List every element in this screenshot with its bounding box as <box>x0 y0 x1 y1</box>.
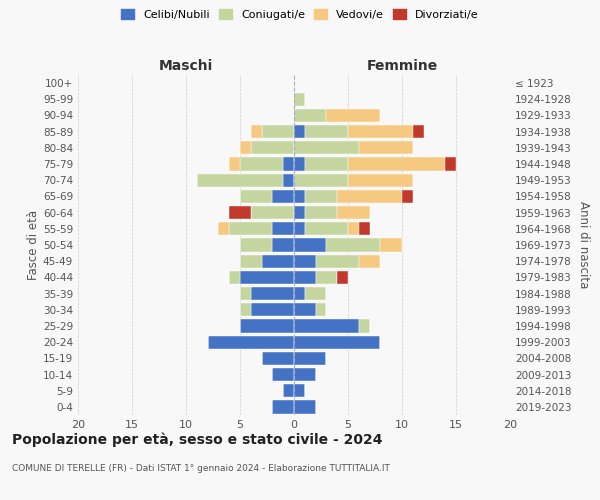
Bar <box>262 254 294 268</box>
Bar <box>337 206 370 220</box>
Bar <box>294 92 305 106</box>
Bar <box>251 206 294 220</box>
Bar <box>337 270 348 284</box>
Bar <box>240 190 272 203</box>
Bar <box>197 174 283 187</box>
Bar <box>229 222 272 235</box>
Bar <box>240 287 251 300</box>
Bar <box>229 206 251 220</box>
Bar <box>316 303 326 316</box>
Bar <box>283 158 294 170</box>
Bar <box>294 352 326 365</box>
Bar <box>402 190 413 203</box>
Bar <box>272 190 294 203</box>
Bar <box>272 222 294 235</box>
Bar <box>326 109 380 122</box>
Bar <box>348 158 445 170</box>
Bar <box>272 400 294 413</box>
Bar <box>316 270 337 284</box>
Bar <box>229 158 240 170</box>
Bar <box>294 320 359 332</box>
Bar <box>240 158 283 170</box>
Bar <box>337 190 402 203</box>
Bar <box>251 303 294 316</box>
Y-axis label: Anni di nascita: Anni di nascita <box>577 202 590 288</box>
Bar <box>240 254 262 268</box>
Bar <box>240 141 251 154</box>
Bar <box>262 125 294 138</box>
Bar <box>294 174 348 187</box>
Bar <box>413 125 424 138</box>
Bar <box>326 238 380 252</box>
Bar <box>294 287 305 300</box>
Bar <box>305 125 348 138</box>
Bar <box>251 125 262 138</box>
Bar <box>305 222 348 235</box>
Bar <box>380 238 402 252</box>
Bar <box>294 109 326 122</box>
Bar <box>272 238 294 252</box>
Bar <box>359 320 370 332</box>
Bar <box>294 238 326 252</box>
Bar <box>240 238 272 252</box>
Y-axis label: Fasce di età: Fasce di età <box>27 210 40 280</box>
Bar <box>294 125 305 138</box>
Bar <box>294 368 316 381</box>
Bar <box>240 303 251 316</box>
Bar <box>262 352 294 365</box>
Bar <box>294 158 305 170</box>
Bar <box>305 158 348 170</box>
Bar <box>348 222 359 235</box>
Bar <box>294 336 380 349</box>
Bar <box>218 222 229 235</box>
Bar <box>305 190 337 203</box>
Legend: Celibi/Nubili, Coniugati/e, Vedovi/e, Divorziati/e: Celibi/Nubili, Coniugati/e, Vedovi/e, Di… <box>118 6 482 23</box>
Bar <box>348 174 413 187</box>
Bar <box>294 400 316 413</box>
Bar <box>294 270 316 284</box>
Bar <box>251 141 294 154</box>
Bar <box>348 125 413 138</box>
Text: Popolazione per età, sesso e stato civile - 2024: Popolazione per età, sesso e stato civil… <box>12 432 383 447</box>
Bar <box>294 303 316 316</box>
Bar <box>294 206 305 220</box>
Bar <box>283 174 294 187</box>
Bar <box>294 254 316 268</box>
Bar <box>240 320 294 332</box>
Bar <box>294 190 305 203</box>
Text: Maschi: Maschi <box>159 58 213 72</box>
Text: COMUNE DI TERELLE (FR) - Dati ISTAT 1° gennaio 2024 - Elaborazione TUTTITALIA.IT: COMUNE DI TERELLE (FR) - Dati ISTAT 1° g… <box>12 464 390 473</box>
Bar <box>445 158 456 170</box>
Bar <box>305 206 337 220</box>
Bar <box>208 336 294 349</box>
Bar <box>305 287 326 300</box>
Bar <box>359 254 380 268</box>
Bar <box>240 270 294 284</box>
Bar <box>294 384 305 398</box>
Bar <box>272 368 294 381</box>
Bar <box>294 222 305 235</box>
Bar <box>229 270 240 284</box>
Bar <box>294 141 359 154</box>
Bar <box>251 287 294 300</box>
Bar <box>316 254 359 268</box>
Bar <box>359 222 370 235</box>
Bar <box>359 141 413 154</box>
Text: Femmine: Femmine <box>367 58 437 72</box>
Bar <box>283 384 294 398</box>
